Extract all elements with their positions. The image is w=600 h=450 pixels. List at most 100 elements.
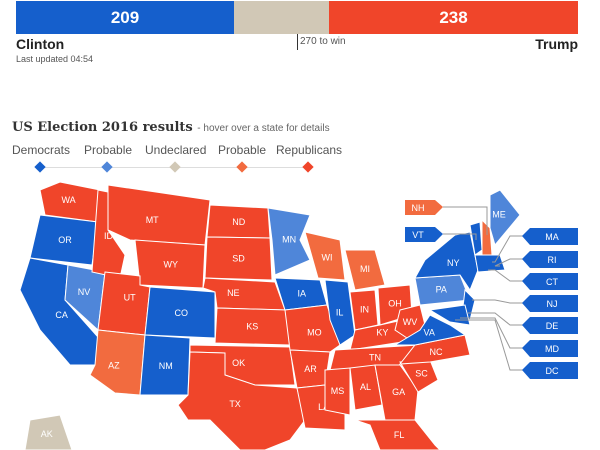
map-title: US Election 2016 results - hover over a …: [12, 120, 330, 135]
state-label: MT: [146, 215, 159, 225]
state-or[interactable]: [29, 214, 99, 266]
state-label: MO: [307, 327, 322, 337]
state-label: OR: [58, 235, 72, 245]
callout-label: RI: [548, 255, 557, 265]
republican-votes-bar: 238: [329, 1, 578, 34]
state-label: PA: [436, 285, 447, 295]
callout-md[interactable]: [522, 340, 578, 357]
state-label: NC: [430, 347, 443, 357]
threshold-line: [297, 34, 298, 50]
threshold-label: 270 to win: [300, 36, 346, 47]
state-fl[interactable]: [354, 419, 441, 450]
callout-label: NH: [412, 203, 425, 213]
state-label: WY: [164, 260, 179, 270]
state-label: FL: [394, 430, 405, 440]
state-ms[interactable]: [324, 367, 351, 416]
callout-nj[interactable]: [522, 295, 578, 312]
democrat-name: Clinton: [16, 36, 65, 52]
callout-leader: [460, 317, 530, 349]
state-label: TN: [369, 353, 381, 363]
callout-label: DC: [546, 366, 559, 376]
state-label: NV: [78, 287, 91, 297]
state-label: UT: [124, 293, 136, 303]
callout-nh[interactable]: [405, 200, 443, 215]
state-label: LA: [318, 402, 329, 412]
callout-leader: [443, 206, 488, 235]
state-label: WA: [62, 195, 76, 205]
state-label: IN: [360, 304, 369, 314]
republican-name: Trump: [535, 36, 578, 52]
state-ga[interactable]: [374, 364, 419, 421]
legend-label: Undeclared: [145, 143, 207, 157]
state-tx[interactable]: [177, 351, 306, 450]
undeclared-bar: [234, 1, 329, 34]
callout-leader: [443, 233, 477, 240]
state-mo[interactable]: [284, 304, 341, 353]
state-label: KY: [376, 328, 388, 338]
state-label: AZ: [108, 361, 120, 371]
state-label: WV: [403, 317, 418, 327]
callout-leader: [492, 235, 530, 263]
state-label: OH: [388, 298, 402, 308]
state-mn[interactable]: [267, 207, 311, 276]
callout-leader: [472, 299, 530, 304]
state-label: AK: [41, 429, 53, 439]
callout-label: MA: [545, 232, 559, 242]
state-me[interactable]: [489, 189, 521, 247]
state-label: IL: [336, 307, 344, 317]
state-sd[interactable]: [204, 236, 273, 281]
state-label: KS: [246, 322, 258, 332]
state-ma[interactable]: [474, 254, 506, 273]
state-label: ND: [232, 217, 245, 227]
state-label: IA: [297, 288, 306, 298]
state-wi[interactable]: [304, 231, 346, 281]
state-label: CA: [55, 310, 68, 320]
callout-ma[interactable]: [522, 228, 578, 245]
legend-label: Probable: [84, 143, 133, 157]
callout-dc[interactable]: [522, 362, 578, 379]
state-mt[interactable]: [107, 184, 211, 246]
callout-leader: [488, 269, 530, 282]
state-label: NE: [227, 288, 240, 298]
title-text: US Election 2016 results: [12, 120, 193, 135]
callout-leader: [468, 312, 530, 326]
callout-label: DE: [546, 321, 559, 331]
state-mi[interactable]: [344, 249, 386, 291]
callout-leader: [455, 319, 530, 371]
state-ak[interactable]: [24, 414, 73, 450]
last-updated: Last updated 04:54: [16, 54, 94, 64]
callout-label: MD: [545, 344, 559, 354]
state-label: NM: [159, 361, 173, 371]
state-label: SD: [232, 253, 245, 263]
state-label: VA: [423, 328, 434, 338]
state-label: SC: [415, 369, 428, 379]
state-label: AR: [304, 364, 317, 374]
legend-label: Republicans: [276, 143, 343, 157]
state-label: ME: [492, 210, 506, 220]
state-il[interactable]: [324, 279, 356, 346]
state-label: AL: [360, 382, 371, 392]
state-label: TX: [229, 399, 241, 409]
callout-label: CT: [546, 277, 558, 287]
state-label: ID: [104, 231, 114, 241]
callout-label: NJ: [547, 299, 558, 309]
state-label: GA: [392, 387, 405, 397]
callout-de[interactable]: [522, 317, 578, 334]
callout-vt[interactable]: [405, 227, 443, 242]
state-label: MN: [282, 235, 296, 245]
callout-ri[interactable]: [522, 251, 578, 268]
callout-ct[interactable]: [522, 273, 578, 290]
state-label: CO: [175, 308, 189, 318]
state-va[interactable]: [393, 314, 467, 346]
legend-label: Democrats: [12, 143, 71, 157]
republican-votes: 238: [439, 7, 468, 27]
state-label: MS: [331, 386, 345, 396]
state-label: WI: [322, 253, 333, 263]
legend-label: Probable: [218, 143, 267, 157]
state-label: MI: [360, 264, 370, 274]
callout-label: VT: [412, 230, 424, 240]
callout-leader: [494, 258, 530, 267]
state-label: NY: [447, 258, 460, 268]
state-label: OK: [232, 358, 245, 368]
